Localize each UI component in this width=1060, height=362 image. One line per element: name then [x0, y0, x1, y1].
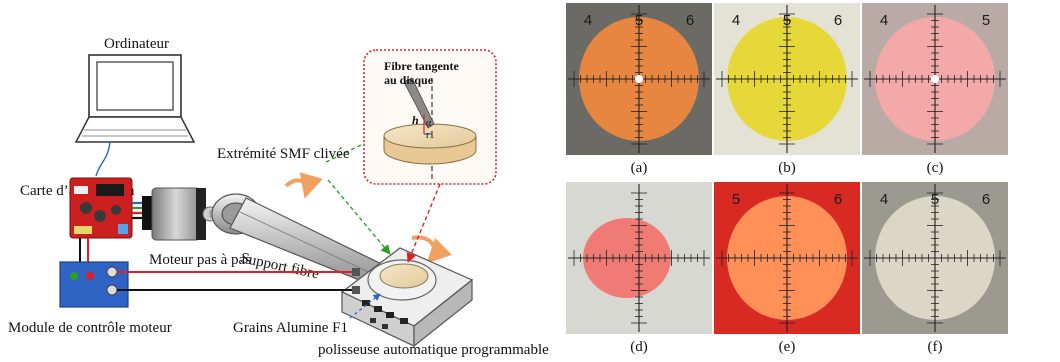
micrograph-panel: 4 5 (c) [862, 3, 1008, 176]
alumina-grains-label: Grains Alumine F1 [233, 320, 348, 336]
h-symbol: h [412, 113, 419, 127]
scale-number: 5 [982, 12, 990, 29]
scale-number: 5 [783, 12, 791, 29]
tangent-fiber-inset [363, 49, 497, 185]
scale-number: 6 [686, 12, 694, 29]
panel-caption: (d) [630, 339, 648, 355]
red-pointer-arrow [406, 183, 441, 263]
scale-number: 4 [584, 12, 592, 29]
polisher-label: polisseuse automatique programmable [318, 342, 549, 358]
stepper-motor-icon [142, 187, 223, 241]
panel-caption: (f) [928, 339, 943, 355]
computer-label: Ordinateur [104, 36, 169, 52]
scale-number: 6 [834, 191, 842, 208]
r1-symbol: r1 [426, 130, 434, 141]
acquisition-board-icon [69, 177, 133, 239]
board-module-wires [79, 238, 89, 262]
rotation-arrow-icon [284, 172, 323, 199]
scale-number: 4 [880, 12, 888, 29]
scale-number: 5 [931, 191, 939, 208]
scale-number: 4 [880, 191, 888, 208]
scale-number: 5 [635, 12, 643, 29]
center-spot [931, 75, 939, 83]
green-pointer-arrow [327, 179, 391, 255]
motor-control-module-label: Module de contrôle moteur [8, 320, 172, 336]
polisher-icon [340, 247, 474, 348]
micrograph-panel: 4 5 6 (a) [566, 3, 712, 176]
rotation-arrow-icon [411, 235, 453, 264]
center-spot [635, 75, 643, 83]
power-cables [117, 268, 360, 294]
setup-diagram: Ordinateur Carte d’acquisition [8, 36, 549, 358]
computer-cable [95, 141, 111, 177]
motor-control-module-icon [59, 261, 129, 308]
panel-caption: (b) [778, 160, 796, 176]
blue-pointer-arrow [349, 293, 381, 319]
panel-caption: (a) [631, 160, 648, 176]
scale-number: 5 [732, 191, 740, 208]
scale-number: 6 [982, 191, 990, 208]
micrograph-panel: 4 5 6 (f) [862, 182, 1008, 355]
micrograph-panel: 4 5 6 (b) [714, 3, 860, 176]
cleaved-tip-label: Extrémité SMF clivée [217, 146, 350, 162]
alpha-symbol: α [426, 118, 432, 129]
panel-caption: (e) [779, 339, 796, 355]
stepper-motor-label: Moteur pas à pas [149, 252, 251, 268]
micrograph-grid: 4 5 6 (a) 4 5 6 (b) 4 5 (c) (d) 5 6 (e) 4 5 6 (f) [566, 3, 1008, 355]
tangent-fiber-label: Fibre tangente au disque [384, 59, 462, 87]
micrograph-panel: (d) [566, 182, 712, 355]
scale-number: 4 [732, 12, 740, 29]
scale-number: 6 [834, 12, 842, 29]
panel-caption: (c) [927, 160, 944, 176]
computer-icon [74, 54, 196, 143]
fiber-support-arm [211, 193, 399, 291]
micrograph-panel: 5 6 (e) [714, 182, 860, 355]
